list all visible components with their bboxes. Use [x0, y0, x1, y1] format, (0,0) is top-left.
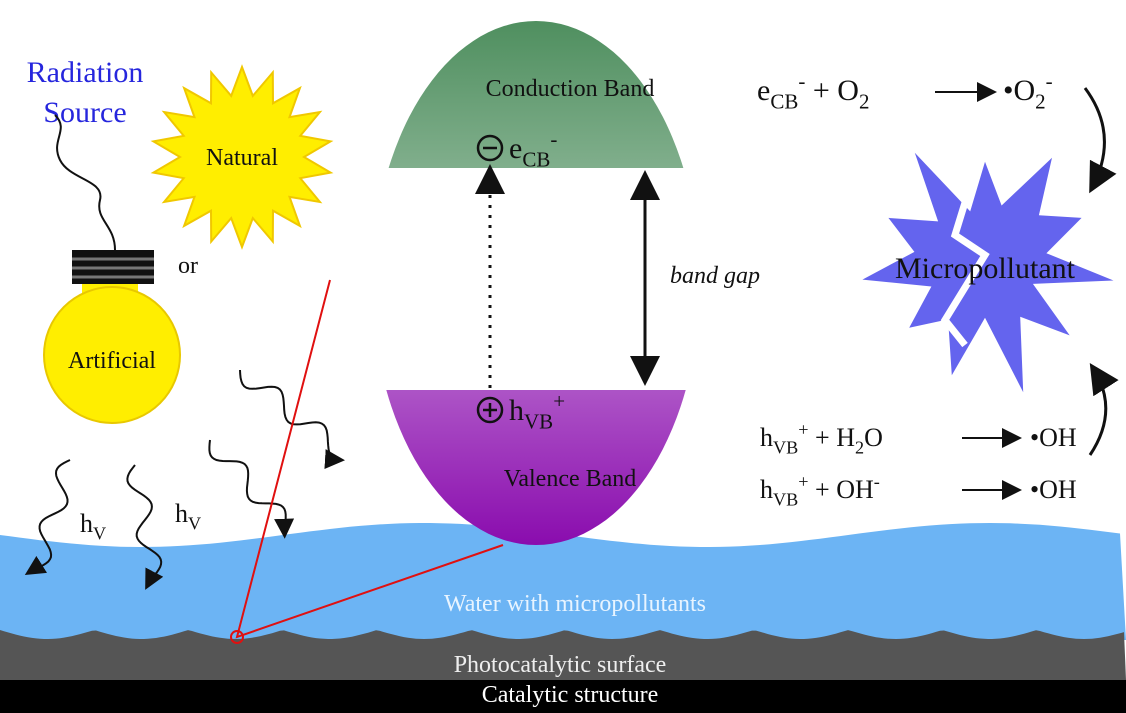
text-part: -	[1046, 69, 1053, 93]
natural-label: Natural	[206, 145, 278, 171]
text-part: V	[188, 513, 201, 533]
text-part: VB	[773, 489, 798, 509]
text-part: e	[757, 74, 770, 107]
valence-label: Valence Band	[504, 466, 637, 492]
photon-label: hV	[175, 499, 201, 533]
text-part: h	[509, 394, 524, 427]
equation-lhs: eCB- + O2	[757, 69, 869, 113]
text-part: VB	[524, 409, 553, 433]
text-part: •OH	[1030, 475, 1077, 504]
equation-rhs: •O2-	[1003, 69, 1053, 113]
source-title: Source	[43, 96, 126, 129]
text-part: h	[80, 509, 93, 538]
diagram: Water with micropollutants Photocatalyti…	[0, 0, 1126, 713]
text-part: -	[874, 472, 880, 492]
text-part: •O	[1003, 74, 1035, 107]
artificial-label: Artificial	[68, 348, 156, 374]
text-part: h	[175, 499, 188, 528]
text-part: +	[798, 420, 808, 440]
equation-lhs: hVB+ + OH-	[760, 472, 880, 510]
text-part: h	[760, 475, 773, 504]
micropollutant-label: Micropollutant	[895, 252, 1076, 285]
text-part: 2	[855, 437, 864, 457]
photon-wave	[209, 440, 285, 535]
text-part: O	[864, 423, 883, 452]
photon-wave	[240, 370, 341, 460]
structure-label: Catalytic structure	[482, 682, 659, 708]
band-gap-label: band gap	[670, 263, 760, 289]
text-part: h	[760, 423, 773, 452]
text-part: -	[550, 127, 557, 151]
text-part: -	[798, 69, 805, 93]
photon-label: hV	[80, 509, 106, 543]
or-label: or	[178, 253, 198, 279]
equation-rhs: •OH	[1030, 475, 1077, 504]
text-part: + OH	[809, 475, 874, 504]
surface-label: Photocatalytic surface	[454, 652, 667, 678]
text-part: •OH	[1030, 423, 1077, 452]
reaction-arrow	[1085, 88, 1104, 188]
text-part: 2	[1035, 89, 1046, 113]
text-part: CB	[522, 147, 550, 171]
text-part: e	[509, 132, 522, 165]
text-part: +	[798, 472, 808, 492]
reaction-arrow	[1090, 368, 1106, 455]
text-part: + O	[805, 74, 859, 107]
water-label: Water with micropollutants	[444, 591, 706, 617]
conduction-label: Conduction Band	[486, 76, 655, 102]
wire	[55, 115, 115, 250]
source-title: Radiation	[27, 56, 144, 89]
equation-rhs: •OH	[1030, 423, 1077, 452]
equation-lhs: hVB+ + H2O	[760, 420, 883, 458]
text-part: + H	[809, 423, 856, 452]
text-part: +	[553, 389, 565, 413]
text-part: CB	[770, 89, 798, 113]
text-part: V	[93, 523, 106, 543]
text-part: 2	[859, 89, 870, 113]
text-part: VB	[773, 437, 798, 457]
